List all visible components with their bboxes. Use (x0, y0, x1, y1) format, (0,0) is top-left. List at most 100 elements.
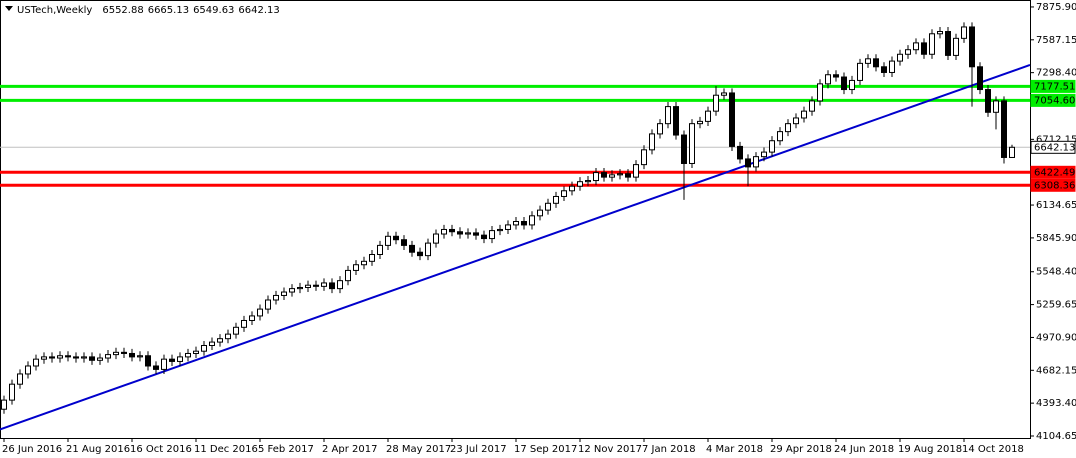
candle-body (961, 26, 967, 39)
candle-body (1, 399, 7, 410)
candle-body (993, 100, 999, 113)
price-label-box (1030, 93, 1076, 107)
y-tick-label: 4393.40 (1036, 398, 1076, 409)
price-label: 6642.13 (1034, 142, 1075, 153)
x-tick-label: 19 Aug 2018 (898, 444, 962, 455)
last-close: 6642.13 (238, 5, 279, 16)
candle-body (49, 356, 55, 359)
candle-body (201, 345, 207, 352)
candle-body (577, 181, 583, 187)
candle-body (153, 365, 159, 370)
candle-body (697, 120, 703, 125)
x-tick-label: 5 Feb 2017 (258, 444, 314, 455)
candle-body (361, 260, 367, 266)
candle-body (825, 74, 831, 85)
candle-body (841, 76, 847, 91)
price-label-box (1030, 140, 1076, 154)
x-tick-label: 17 Sep 2017 (514, 444, 577, 455)
x-tick-label: 14 Oct 2018 (962, 444, 1024, 455)
candle-body (665, 106, 671, 125)
candle-body (881, 66, 887, 73)
candle-body (537, 209, 543, 217)
trendline (0, 64, 1031, 431)
candle-body (273, 294, 279, 301)
candle-body (889, 60, 895, 73)
x-tick-label: 16 Oct 2016 (130, 444, 192, 455)
candle-body (713, 94, 719, 112)
candle-body (217, 338, 223, 343)
candle-body (369, 253, 375, 262)
y-tick-label: 5548.40 (1036, 267, 1076, 278)
last-open: 6552.88 (102, 5, 143, 16)
price-label: 7177.51 (1034, 81, 1075, 92)
candle-body (345, 269, 351, 282)
symbol-icon (5, 6, 13, 11)
candle-body (129, 352, 135, 358)
candle-body (753, 156, 759, 168)
candle-body (929, 33, 935, 55)
candle-body (513, 221, 519, 226)
price-label-box (1030, 79, 1076, 93)
x-tick-label: 2 Apr 2017 (322, 444, 377, 455)
candle-body (905, 49, 911, 55)
candle-body (297, 286, 303, 290)
candle-body (521, 221, 527, 226)
candle-body (465, 232, 471, 235)
candle-body (9, 383, 15, 401)
candle-body (105, 354, 111, 359)
candle-body (321, 282, 327, 287)
candle-body (761, 151, 767, 158)
candle-body (529, 215, 535, 226)
last-high: 6665.13 (148, 5, 189, 16)
y-tick-label: 4104.65 (1036, 431, 1076, 442)
candle-body (777, 131, 783, 142)
candle-body (137, 355, 143, 358)
candle-body (561, 190, 567, 197)
candle-body (209, 341, 215, 347)
x-tick-label: 7 Jan 2018 (642, 444, 696, 455)
x-tick-label: 11 Dec 2016 (194, 444, 258, 455)
candle-body (1001, 100, 1007, 158)
candle-body (593, 172, 599, 182)
candle-body (913, 42, 919, 51)
candle-body (873, 58, 879, 68)
y-tick-label: 7298.40 (1036, 68, 1076, 79)
candle-body (337, 280, 343, 290)
price-label-box (1030, 165, 1076, 179)
candle-body (353, 264, 359, 271)
candle-body (393, 235, 399, 241)
candle-body (265, 299, 271, 310)
candle-body (953, 37, 959, 56)
candle-body (433, 233, 439, 244)
candle-body (673, 106, 679, 136)
candle-body (865, 58, 871, 64)
candle-body (497, 228, 503, 232)
candle-body (289, 288, 295, 293)
candle-body (1009, 146, 1015, 158)
x-tick-label: 4 Mar 2018 (706, 444, 763, 455)
candle-body (313, 284, 319, 287)
candle-body (177, 356, 183, 362)
y-tick-label: 6712.15 (1036, 134, 1076, 145)
candle-body (121, 351, 127, 354)
y-tick-label: 4970.90 (1036, 332, 1076, 343)
symbol: USTech,Weekly (17, 5, 92, 16)
candle-body (193, 350, 199, 354)
candle-body (441, 228, 447, 235)
candle-body (73, 356, 79, 359)
chart-title: USTech,Weekly 6552.88 6665.13 6549.63 6642.1… (17, 5, 280, 16)
last-low: 6549.63 (193, 5, 234, 16)
candle-body (169, 358, 175, 362)
candle-body (809, 100, 815, 112)
candle-body (769, 140, 775, 153)
y-tick-label: 5845.90 (1036, 233, 1076, 244)
candle-body (249, 315, 255, 321)
candle-body (457, 231, 463, 235)
candle-body (793, 117, 799, 125)
candle-body (225, 333, 231, 340)
candle-body (233, 326, 239, 335)
candle-body (705, 110, 711, 122)
candle-body (969, 26, 975, 68)
candle-body (681, 134, 687, 164)
candle-body (817, 83, 823, 102)
